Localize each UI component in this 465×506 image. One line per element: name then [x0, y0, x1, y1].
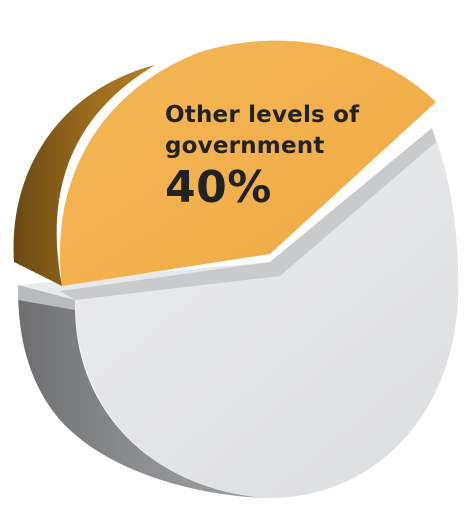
slice-remainder-side: [18, 288, 265, 498]
slice-remainder-ridge: [60, 128, 436, 300]
slice-remainder-cut-face: [18, 285, 75, 310]
slice-label-name: Other levels of government: [165, 102, 360, 159]
slice-label-government: Other levels of government 40%: [165, 100, 425, 212]
slice-remainder: [18, 128, 459, 499]
slice-label-value: 40%: [165, 162, 272, 213]
slice-government: [59, 40, 437, 287]
slice-government-side: [13, 65, 156, 286]
